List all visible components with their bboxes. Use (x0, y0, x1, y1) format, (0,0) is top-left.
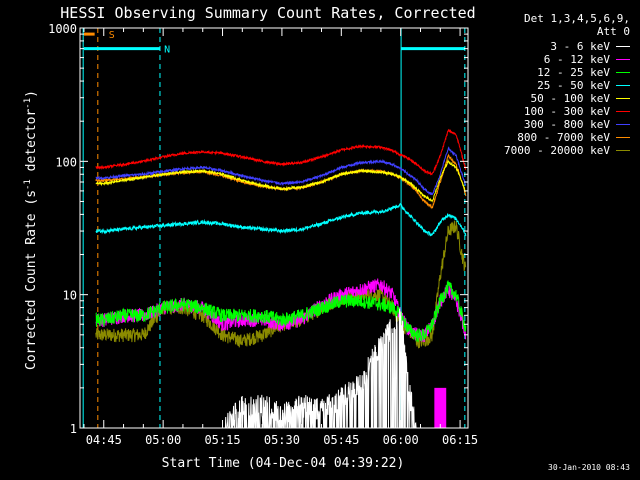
magenta-block (434, 387, 447, 428)
axes: 1 10 100 1000 04:45 05:00 05:15 05:30 05:45 06:00… (48, 22, 478, 447)
legend-header: Det 1,3,4,5,6,9, Att 0 (505, 12, 630, 38)
legend-item: 12 - 25 keV (510, 66, 630, 79)
chart-title: HESSI Observing Summary Count Rates, Cor… (60, 4, 475, 22)
x-tick-label: 06:00 (383, 433, 419, 447)
legend-item: 100 - 300 keV (510, 105, 630, 118)
x-tick-label: 05:00 (145, 433, 181, 447)
legend-item: 3 - 6 keV (510, 40, 630, 53)
y-axis-label: Corrected Count Rate (s-1 detector-1) (23, 90, 39, 370)
legend-swatch (616, 137, 630, 138)
series-line-100-300-kev (95, 128, 466, 176)
legend-header-line-2: Att 0 (596, 25, 630, 38)
legend-header-line-1: Det 1,3,4,5,6,9, (524, 12, 630, 25)
legend-label: 7000 - 20000 keV (504, 144, 610, 157)
plot-frame (79, 27, 469, 429)
legend-label: 100 - 300 keV (523, 105, 610, 118)
x-tick-label: 05:15 (204, 433, 240, 447)
legend-item: 50 - 100 keV (510, 92, 630, 105)
legend-item: 800 - 7000 keV (510, 131, 630, 144)
series-group: SN (82, 28, 467, 428)
legend-item: 6 - 12 keV (510, 53, 630, 66)
y-tick-label: 100 (55, 155, 77, 169)
series-line-12-25-kev (95, 280, 467, 343)
series-line-800-7000-kev (95, 153, 467, 210)
legend-swatch (616, 98, 630, 99)
y-tick-label: 1 (70, 422, 77, 436)
legend-label: 3 - 6 keV (550, 40, 610, 53)
legend-swatch (616, 150, 630, 151)
legend-item: 25 - 50 keV (510, 79, 630, 92)
legend-item: 300 - 800 keV (510, 118, 630, 131)
legend-label: 50 - 100 keV (530, 92, 610, 105)
series-line-50-100-kev (95, 158, 466, 203)
x-tick-label: 05:45 (323, 433, 359, 447)
legend-swatch (616, 72, 630, 73)
legend-swatch (616, 111, 630, 112)
flag-label-s: S (109, 30, 115, 41)
legend-swatch (616, 46, 630, 47)
legend-swatch (616, 124, 630, 125)
series-line-300-800-kev (95, 146, 467, 196)
legend-label: 6 - 12 keV (543, 53, 610, 66)
plot-area: SN (82, 28, 467, 428)
legend-label: 300 - 800 keV (523, 118, 610, 131)
legend-swatch (616, 59, 630, 60)
legend-label: 25 - 50 keV (537, 79, 610, 92)
y-tick-label: 10 (63, 289, 77, 303)
y-tick-label: 1000 (48, 22, 77, 36)
x-axis-label: Start Time (04-Dec-04 04:39:22) (162, 456, 405, 471)
legend-label: 12 - 25 keV (537, 66, 610, 79)
legend-swatch (616, 85, 630, 86)
x-tick-label: 06:15 (442, 433, 478, 447)
series-line-25-50-kev (95, 202, 467, 237)
flag-label-n: N (164, 45, 170, 56)
x-tick-label: 04:45 (86, 433, 122, 447)
legend-label: 800 - 7000 keV (517, 131, 610, 144)
timestamp: 30-Jan-2010 08:43 (548, 463, 630, 472)
legend-item: 7000 - 20000 keV (504, 144, 630, 157)
series-line-3-6-kev (95, 308, 466, 428)
x-tick-label: 05:30 (264, 433, 300, 447)
